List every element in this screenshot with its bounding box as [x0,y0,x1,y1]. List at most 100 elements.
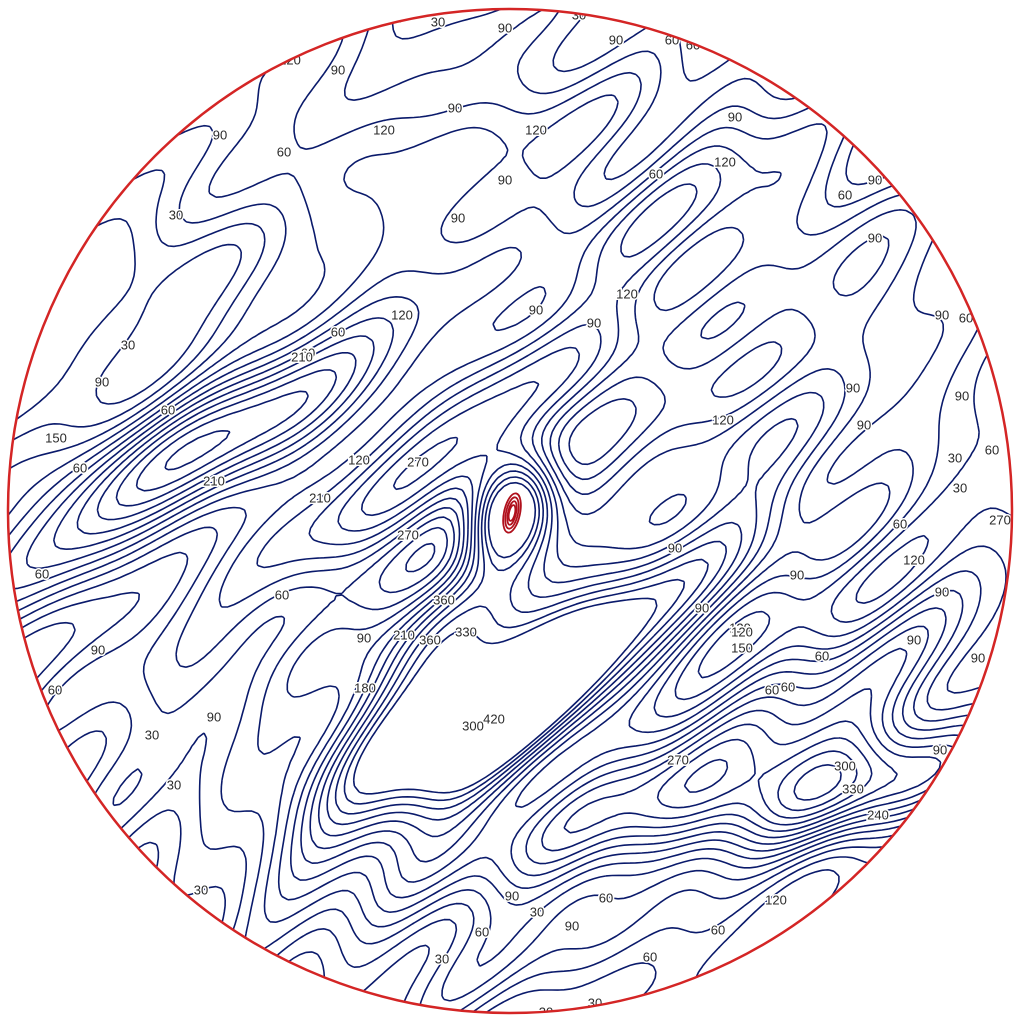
contour-label: 60 [893,517,907,532]
contour-label: 60 [815,649,829,664]
contour-label: 30 [169,208,183,223]
contour-label: 90 [609,33,623,48]
contour-label: 90 [357,631,371,646]
contour-label: 120 [729,621,751,636]
contour-390 [164,430,858,812]
contour-label: 90 [587,316,601,331]
peak-contour-1 [502,492,522,534]
contour-label: 300 [834,759,856,774]
contour-label: 60 [475,925,489,940]
contour-label: 120 [903,553,925,568]
contour-label: 120 [902,187,924,202]
contour-label: 90 [565,919,579,934]
contour-180 [8,145,999,913]
contour-label: 60 [277,145,291,160]
contour-300 [96,352,942,852]
contour-label: 210 [309,491,331,506]
contour-label: 90 [868,231,882,246]
contour-label: 90 [933,743,947,758]
contour-label: 120 [348,453,370,468]
contour-label: 360 [419,633,441,648]
contour-label: 60 [643,950,657,965]
contour-label: 90 [91,643,105,658]
contour-label: 30 [530,905,544,920]
contour-label: 120 [712,413,734,428]
contour-label: 90 [788,75,802,90]
contour-label: 90 [95,375,109,390]
peak-contour-4 [507,504,517,522]
contour-label: 270 [397,528,419,543]
peak-contour-3 [506,500,518,526]
contour-label: 90 [868,173,882,188]
contour-label: 30 [539,1005,553,1020]
contour-label: 60 [985,443,999,458]
contour-label: 60 [35,567,49,582]
contour-label: 30 [167,778,181,793]
contour-270 [76,335,961,865]
contour-label: 90 [857,418,871,433]
map-boundary-circle [6,7,1014,1015]
contour-label: 60 [599,891,613,906]
contour-label: 90 [448,101,462,116]
contour-label: 90 [695,601,709,616]
contour-label: 60 [838,188,852,203]
contour-label: 120 [525,123,547,138]
contour-label: 270 [667,753,689,768]
peak-contours [502,492,522,534]
contour-label: 120 [616,287,638,302]
contour-label: 60 [781,680,795,695]
contour-label: 210 [291,350,313,365]
contour-label: 300 [462,719,484,734]
contour-label: 90 [935,308,949,323]
contour-label: 90 [529,303,543,318]
contour-label: 60 [161,403,175,418]
contour-label: 90 [331,63,345,78]
contour-label: 120 [765,893,787,908]
contour-label: 30 [121,338,135,353]
contour-label: 90 [451,211,465,226]
contour-label: 60 [73,461,87,476]
contour-label: 60 [599,891,613,906]
contour-label: 330 [842,782,864,797]
contour-label: 30 [953,481,967,496]
contour-420 [352,481,842,801]
contour-label: 30 [145,728,159,743]
contour-label: 60 [711,923,725,938]
contour-360 [135,390,873,819]
contour-label: 90 [935,585,949,600]
contour-label: 30 [435,952,449,967]
contour-label: 30 [431,15,445,30]
contour-label: 30 [588,996,602,1011]
contour-label: 60 [649,167,663,182]
contour-label: 90 [498,173,512,188]
contour-label: 90 [668,541,682,556]
contour-label: 360 [433,593,455,608]
contour-label: 270 [989,513,1011,528]
contour-label: 120 [391,308,413,323]
contour-label: 30 [194,883,208,898]
contour-label: 90 [213,128,227,143]
contour-label: 120 [373,123,395,138]
contour-label: 60 [275,588,289,603]
contour-label: 90 [498,21,512,36]
contour-label: 120 [731,625,753,640]
contour-label: 210 [393,628,415,643]
contour-label: 90 [505,889,519,904]
peak-contour-2 [504,496,520,530]
contour-label: 210 [203,474,225,489]
contour-label: 60 [48,683,62,698]
contour-label: 60 [331,325,345,340]
contour-label: 180 [354,681,376,696]
contour-label: 60 [765,683,779,698]
contour-label: 90 [728,110,742,125]
contour-label: 120 [714,155,736,170]
contour-label: 90 [971,651,985,666]
contour-label: 90 [955,389,969,404]
contour-label: 270 [407,455,429,470]
contour-label: 150 [45,431,67,446]
